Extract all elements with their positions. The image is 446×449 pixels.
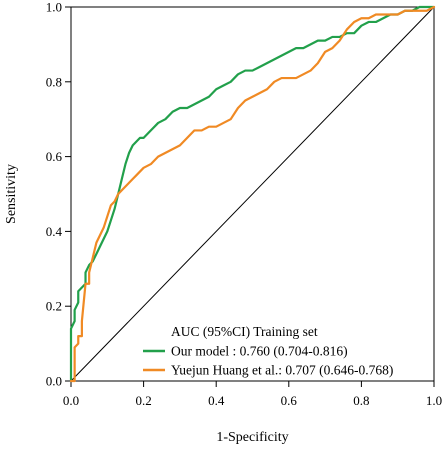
legend-title: AUC (95%CI) Training set [171,324,318,339]
legend-label-yuejun-huang: Yuejun Huang et al.: 0.707 (0.646-0.768) [171,363,393,378]
series-layer [69,5,436,383]
x-tick-label: 0.0 [63,393,79,408]
series-line-our-model [69,5,436,383]
y-tick-label: 0.6 [46,149,63,164]
x-tick-label: 1.0 [426,393,442,408]
legend-label-our-model: Our model : 0.760 (0.704-0.816) [171,344,348,359]
series-line-yuejun-huang [69,5,436,383]
legend: AUC (95%CI) Training set Our model : 0.7… [143,324,393,378]
x-axis-title: 1-Specificity [216,430,288,445]
y-tick-label: 1.0 [46,0,62,15]
plot-frame [70,6,435,382]
x-axis: 0.0 0.2 0.4 0.6 0.8 1.0 [63,381,442,408]
y-tick-label: 0.8 [46,74,62,89]
y-axis: 0.0 0.2 0.4 0.6 0.8 1.0 [46,0,71,389]
x-tick-label: 0.8 [353,393,369,408]
reference-diagonal-line [70,6,435,382]
x-tick-label: 0.4 [208,393,225,408]
x-tick-label: 0.6 [281,393,298,408]
y-tick-label: 0.2 [46,299,62,314]
x-tick-label: 0.2 [135,393,151,408]
y-tick-label: 0.4 [46,224,63,239]
y-tick-label: 0.0 [46,374,62,389]
y-axis-title: Sensitivity [4,164,19,224]
